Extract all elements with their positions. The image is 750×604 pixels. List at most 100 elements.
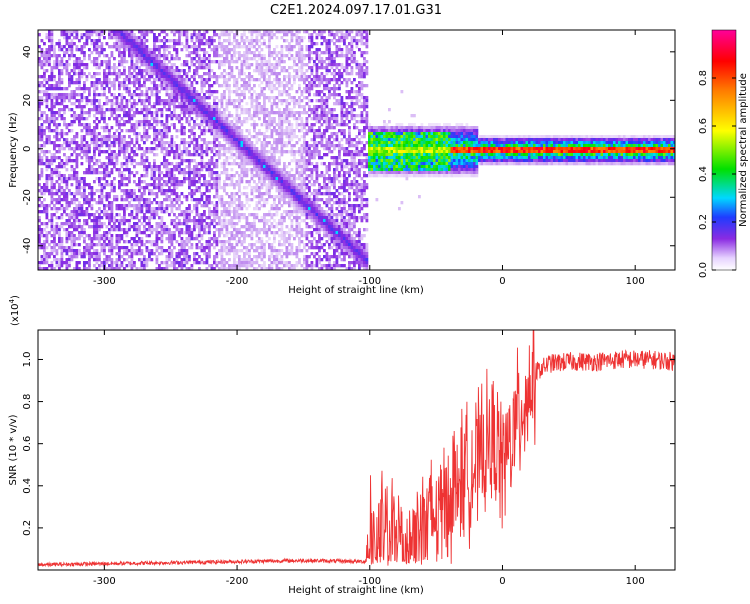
- spectrogram-cell: [75, 45, 79, 49]
- spectrogram-cell: [200, 246, 204, 250]
- spectrogram-cell: [170, 138, 174, 142]
- spectrogram-cell: [250, 57, 254, 61]
- spectrogram-cell: [138, 162, 141, 166]
- spectrogram-cell: [225, 252, 229, 256]
- spectrogram-cell: [268, 51, 271, 55]
- spectrogram-cell: [48, 39, 51, 43]
- spectrogram-cell: [268, 219, 271, 223]
- spectrogram-cell: [150, 57, 154, 61]
- spectrogram-cell: [50, 120, 54, 124]
- spectrogram-cell: [113, 30, 116, 34]
- spectrogram-cell: [185, 198, 189, 202]
- spectrogram-cell: [98, 99, 101, 103]
- spectrogram-cell: [113, 189, 116, 193]
- spectrogram-cell: [148, 57, 151, 61]
- spectrogram-cell: [208, 141, 211, 145]
- spectrogram-cell: [208, 174, 211, 178]
- spectrogram-cell: [233, 207, 236, 211]
- spectrogram-cell: [260, 147, 264, 151]
- spectrogram-cell: [248, 114, 251, 118]
- spectrogram-cell: [215, 54, 219, 58]
- spectrogram-cell: [248, 204, 251, 208]
- spectrogram-cell: [108, 159, 111, 163]
- spectrogram-cell: [203, 132, 206, 136]
- spectrogram-cell: [253, 162, 256, 166]
- spectrogram-cell: [125, 195, 129, 199]
- spectrogram-cell: [63, 111, 66, 115]
- spectrogram-cell: [190, 153, 194, 157]
- spectrogram-cell: [80, 60, 84, 64]
- spectrogram-cell: [143, 30, 146, 34]
- spectrogram-cell: [270, 54, 274, 58]
- spectrogram-cell: [38, 225, 41, 229]
- spectrogram-cell: [150, 51, 154, 55]
- spectrogram-cell: [88, 90, 91, 94]
- spectrogram-cell: [110, 141, 114, 145]
- spectrogram-cell: [255, 96, 259, 100]
- spectrogram-cell: [43, 129, 46, 133]
- spectrogram-cell: [218, 75, 221, 79]
- spectrogram-cell: [170, 45, 174, 49]
- spectrogram-cell: [125, 231, 129, 235]
- spectrogram-cell: [188, 237, 191, 241]
- spectrogram-cell: [273, 213, 276, 217]
- spectrogram-cell: [178, 105, 181, 109]
- spectrogram-cell: [90, 219, 94, 223]
- spectrogram-cell: [85, 63, 89, 67]
- spectrogram-cell: [125, 156, 129, 160]
- spectrogram-cell: [243, 258, 246, 262]
- spectrogram-cell: [138, 210, 141, 214]
- spectrogram-cell: [160, 231, 164, 235]
- spectrogram-cell: [63, 174, 66, 178]
- spectrogram-cell: [88, 111, 91, 115]
- spectrogram-cell: [193, 48, 196, 52]
- spectrogram-cell: [215, 210, 219, 214]
- spectrogram-cell: [185, 222, 189, 226]
- spectrogram-cell: [210, 120, 214, 124]
- spectrogram-cell: [228, 30, 231, 34]
- spectrogram-cell: [195, 186, 199, 190]
- spectrogram-cell: [60, 258, 64, 262]
- spectrogram-cell: [118, 258, 121, 262]
- spectrogram-cell: [53, 114, 56, 118]
- spectrogram-cell: [225, 231, 229, 235]
- spectrogram-cell: [45, 105, 49, 109]
- spectrogram-cell: [105, 261, 109, 265]
- spectrogram-cell: [185, 237, 189, 241]
- spectrogram-cell: [205, 195, 209, 199]
- spectrogram-cell: [203, 33, 206, 37]
- spectrogram-cell: [193, 63, 196, 67]
- spectrogram-cell: [188, 141, 191, 145]
- spectrogram-cell: [200, 192, 204, 196]
- spectrogram-cell: [135, 75, 139, 79]
- spectrogram-cell: [243, 150, 246, 154]
- spectrogram-cell: [85, 156, 89, 160]
- spectrogram-cell: [50, 228, 54, 232]
- spectrogram-cell: [245, 168, 249, 172]
- spectrogram-cell: [173, 114, 176, 118]
- spectrogram-cell: [255, 234, 259, 238]
- spectrogram-cell: [255, 48, 259, 52]
- spectrogram-cell: [53, 231, 56, 235]
- spectrogram-cell: [50, 216, 54, 220]
- spectrogram-cell: [188, 228, 191, 232]
- spectrogram-cell: [148, 255, 151, 259]
- spectrogram-cell: [123, 222, 126, 226]
- spectrogram-cell: [108, 69, 111, 73]
- spectrogram-cell: [225, 126, 229, 130]
- spectrogram-cell: [110, 33, 114, 37]
- spectrogram-cell: [200, 174, 204, 178]
- spectrogram-cell: [260, 36, 264, 40]
- spectrogram-cell: [280, 198, 284, 202]
- spectrogram-cell: [213, 99, 216, 103]
- spectrogram-cell: [213, 72, 216, 76]
- spectrogram-cell: [40, 171, 44, 175]
- spectrogram-cell: [163, 63, 166, 67]
- spectrogram-cell: [235, 39, 239, 43]
- spectrogram-cell: [208, 105, 211, 109]
- spectrogram-cell: [240, 168, 244, 172]
- spectrogram-cell: [80, 252, 84, 256]
- spectrogram-cell: [168, 168, 171, 172]
- spectrogram-cell: [45, 267, 49, 270]
- spectrogram-cell: [120, 72, 124, 76]
